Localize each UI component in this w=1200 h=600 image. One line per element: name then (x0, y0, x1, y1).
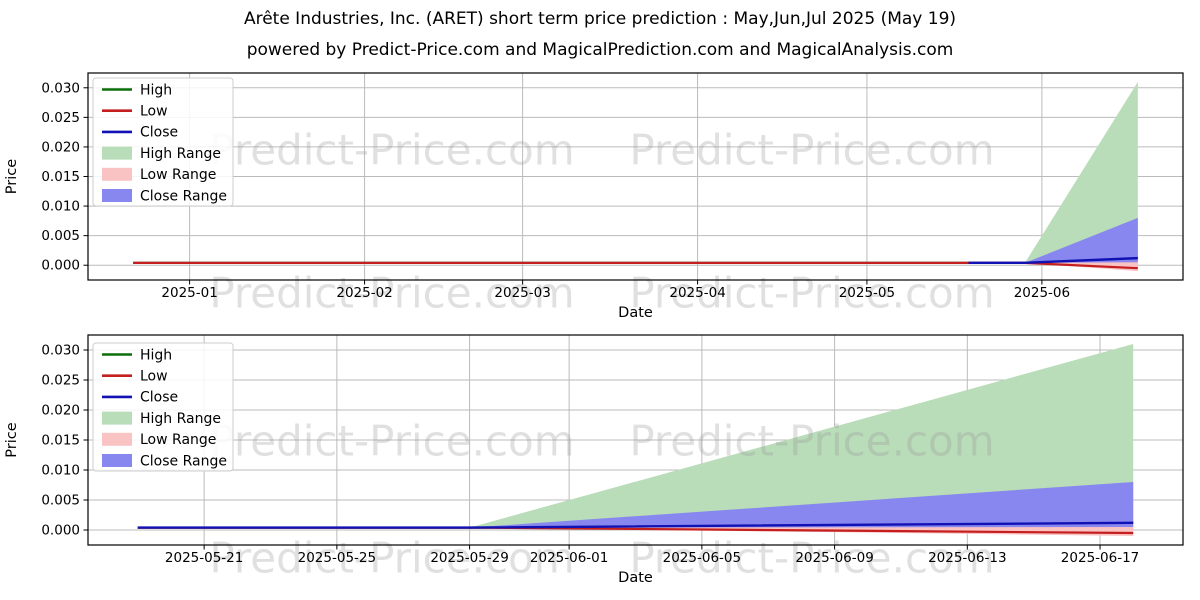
x-tick-label: 2025-05-25 (298, 550, 376, 566)
close-range-area (469, 482, 1134, 528)
watermark-text: Predict-Price.com (629, 269, 994, 318)
y-tick-label: 0.030 (41, 80, 80, 96)
watermark-text: Predict-Price.com (629, 534, 994, 583)
y-tick-label: 0.020 (41, 403, 80, 419)
watermark-text: Predict-Price.com (209, 534, 574, 583)
y-tick-label: 0.010 (41, 463, 80, 479)
x-tick-label: 2025-06 (1014, 285, 1070, 301)
close-line (137, 521, 1134, 529)
x-tick-label: 2025-05 (839, 285, 895, 301)
x-tick-label: 2025-06-05 (663, 550, 741, 566)
y-tick-label: 0.000 (41, 523, 80, 539)
watermark-text: Predict-Price.com (209, 417, 574, 466)
watermark-text: Predict-Price.com (209, 126, 574, 175)
page-subtitle: powered by Predict-Price.com and Magical… (246, 40, 954, 60)
legend-item-label: Close Range (140, 453, 227, 469)
y-tick-label: 0.000 (41, 258, 80, 274)
y-tick-label: 0.005 (41, 228, 80, 244)
legend-item-label: Close Range (140, 188, 227, 204)
close-range-legend-swatch (102, 189, 132, 202)
legend-item-label: High (140, 82, 172, 98)
prediction-zoom-chart: Predict-Price.com Predict-Price.com Predic… (4, 334, 1184, 586)
x-axis-label: Date (618, 305, 653, 321)
titles-block: Arête Industries, Inc. (ARET) short term… (0, 0, 1200, 60)
close-range-area (1024, 217, 1138, 263)
legend-item-label: Low Range (140, 167, 216, 183)
y-tick-label: 0.005 (41, 493, 80, 509)
watermark-text: Predict-Price.com (209, 269, 574, 318)
x-axis-label: Date (618, 570, 653, 586)
legend-item-label: Low (140, 369, 168, 385)
legend: High Low Close High Range Low Range Close Ran… (92, 342, 234, 472)
y-tick-label: 0.020 (41, 139, 80, 155)
x-tick-label: 2025-03 (494, 285, 550, 301)
x-tick-label: 2025-06-17 (1061, 550, 1139, 566)
legend: High Low Close High Range Low Range Close Ran… (92, 77, 234, 207)
x-tick-label: 2025-06-09 (795, 550, 873, 566)
legend-item-label: Close (140, 125, 178, 141)
y-tick-label: 0.025 (41, 373, 80, 389)
x-tick-label: 2025-06-01 (530, 550, 608, 566)
high-range-area (1024, 81, 1138, 266)
low-range-legend-swatch (102, 432, 132, 446)
high-range-legend-swatch (102, 146, 132, 160)
legend-item-label: High (140, 347, 172, 363)
full-history-chart: Predict-Price.com Predict-Price.com Predic… (4, 72, 1184, 321)
x-tick-label: 2025-02 (336, 285, 392, 301)
page-title: Arête Industries, Inc. (ARET) short term… (243, 9, 957, 29)
x-tick-label: 2025-05-21 (165, 550, 243, 566)
x-tick-label: 2025-05-29 (430, 550, 508, 566)
y-tick-label: 0.030 (41, 343, 80, 359)
y-tick-label: 0.015 (41, 433, 80, 449)
legend-item-label: Low Range (140, 432, 216, 448)
y-tick-label: 0.025 (41, 110, 80, 126)
close-range-legend-swatch (102, 454, 132, 467)
watermark-text: Predict-Price.com (629, 417, 994, 466)
x-tick-label: 2025-04 (669, 285, 725, 301)
x-tick-label: 2025-01 (161, 285, 217, 301)
legend-item-label: Close (140, 390, 178, 406)
watermark-text: Predict-Price.com (629, 126, 994, 175)
y-axis-label: Price (4, 159, 20, 194)
legend-item-label: High Range (140, 146, 221, 162)
close-line (968, 256, 1138, 265)
high-range-legend-swatch (102, 411, 132, 425)
low-range-legend-swatch (102, 167, 132, 181)
x-tick-label: 2025-06-13 (928, 550, 1006, 566)
legend-item-label: High Range (140, 411, 221, 427)
high-range-area (469, 344, 1134, 530)
legend-item-label: Low (140, 104, 168, 120)
y-tick-label: 0.015 (41, 169, 80, 185)
gridlines (88, 73, 1183, 280)
y-axis-label: Price (4, 422, 20, 457)
y-tick-label: 0.010 (41, 199, 80, 215)
